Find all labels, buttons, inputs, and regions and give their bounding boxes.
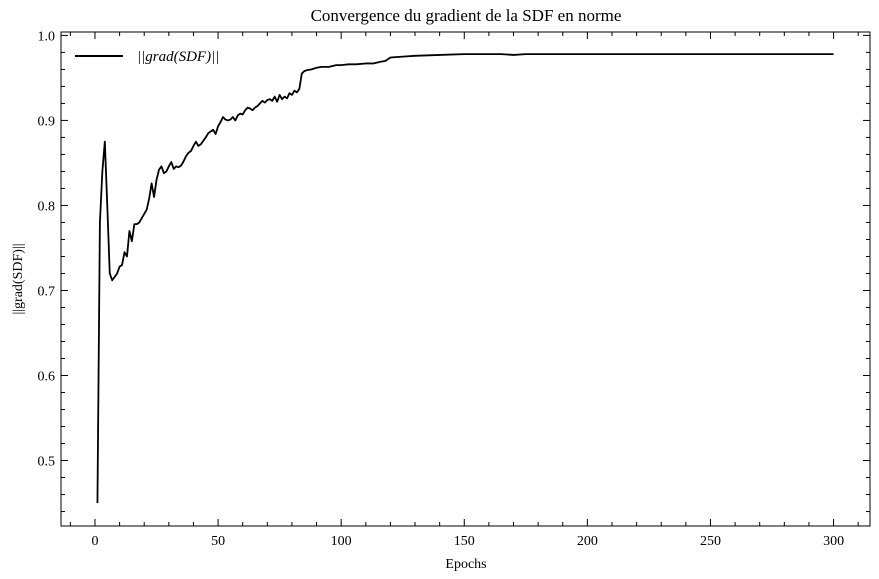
series-line-0 [96,53,834,504]
x-tick-label: 300 [823,534,844,549]
x-tick-label: 250 [700,534,721,549]
x-tick-label: 200 [577,534,598,549]
y-tick-label: 0.7 [38,284,56,299]
plot-frame [60,31,871,527]
y-tick-label: 0.8 [38,199,56,214]
y-axis-label: ||grad(SDF)|| [11,243,26,314]
tick-group [61,32,870,526]
x-tick-label: 100 [331,534,352,549]
legend-entry-label: ||grad(SDF)|| [137,49,219,65]
x-axis-label: Epochs [445,557,486,572]
x-tick-label: 50 [211,534,225,549]
series-layer [96,53,834,504]
tick-label-group: 0 50 100 150 200 250 300 0.5 0.6 0.7 0.8 0.9 1.0 [38,29,845,549]
y-tick-label: 0.9 [38,114,56,129]
x-tick-label: 0 [91,534,98,549]
y-tick-label: 0.5 [38,455,56,470]
chart-title: Convergence du gradient de la SDF en nor… [311,6,622,25]
x-tick-label: 150 [454,534,475,549]
y-tick-label: 1.0 [38,29,56,44]
legend: ||grad(SDF)|| [75,49,219,65]
y-tick-label: 0.6 [38,370,56,385]
